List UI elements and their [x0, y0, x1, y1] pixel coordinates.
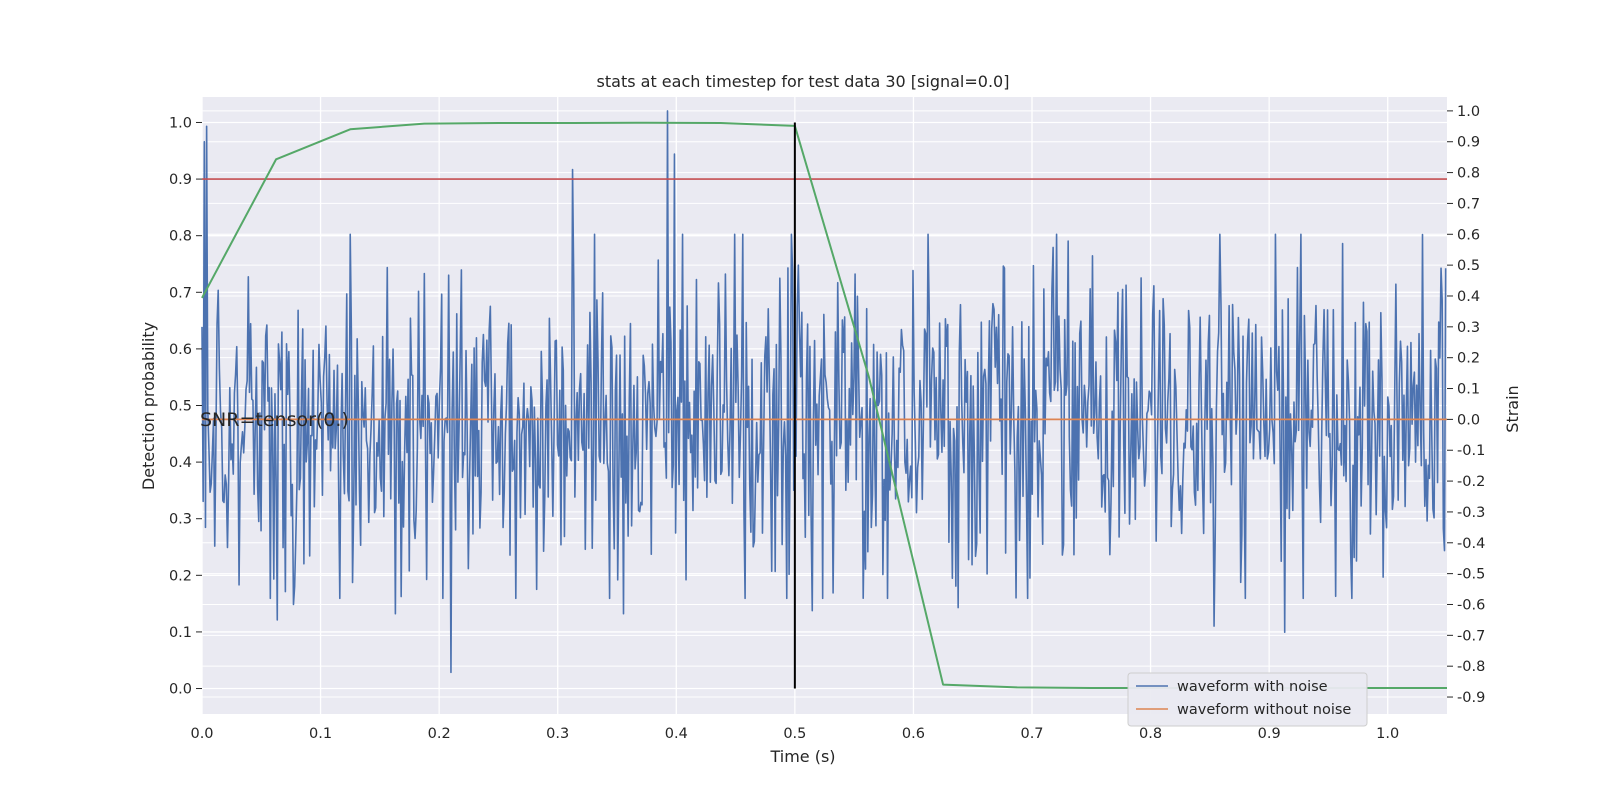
chart-title: stats at each timestep for test data 30 … — [597, 72, 1010, 91]
left-tick-label: 0.7 — [169, 285, 192, 301]
x-tick-label: 0.6 — [902, 726, 925, 742]
right-axis-label: Strain — [1503, 385, 1522, 432]
grid — [201, 97, 1447, 714]
right-tick-label: 0.3 — [1457, 320, 1480, 336]
left-tick-label: 0.5 — [169, 399, 192, 415]
right-tick-label: -0.6 — [1457, 597, 1485, 613]
right-tick-label: -0.9 — [1457, 690, 1485, 706]
left-tick-label: 0.2 — [169, 568, 192, 584]
legend-label-noise: waveform with noise — [1177, 679, 1328, 695]
x-tick-label: 0.7 — [1020, 726, 1043, 742]
right-tick-label: -0.2 — [1457, 474, 1485, 490]
right-axis-ticks: -0.9 -0.8 -0.7 -0.6 -0.5 -0.4 -0.3 -0.2 -0.1 0.0 0… — [1447, 104, 1485, 706]
x-tick-label: 0.1 — [309, 726, 332, 742]
left-tick-label: 0.1 — [169, 625, 192, 641]
x-axis-label: Time (s) — [769, 747, 835, 766]
right-tick-label: 0.5 — [1457, 258, 1480, 274]
right-tick-label: -0.3 — [1457, 505, 1485, 521]
left-tick-label: 1.0 — [169, 115, 192, 131]
right-tick-label: 0.9 — [1457, 135, 1480, 151]
snr-annotation: SNR=tensor(0.) — [200, 409, 349, 431]
left-tick-label: 0.9 — [169, 172, 192, 188]
right-tick-label: -0.8 — [1457, 659, 1485, 675]
left-tick-label: 0.0 — [169, 682, 192, 698]
right-tick-label: 0.6 — [1457, 227, 1480, 243]
left-axis-ticks: 0.0 0.1 0.2 0.3 0.4 0.5 0.6 0.7 0.8 0.9 1.0 — [169, 115, 202, 698]
left-axis-label: Detection probability — [139, 322, 158, 490]
x-tick-label: 0.9 — [1258, 726, 1281, 742]
right-tick-label: -0.4 — [1457, 536, 1485, 552]
left-tick-label: 0.8 — [169, 229, 192, 245]
right-tick-label: 0.8 — [1457, 166, 1480, 182]
legend-label-clean: waveform without noise — [1177, 702, 1351, 718]
left-tick-label: 0.4 — [169, 455, 192, 471]
x-axis-ticks: 0.0 0.1 0.2 0.3 0.4 0.5 0.6 0.7 0.8 0.9 1.0 — [190, 726, 1399, 742]
x-tick-label: 0.3 — [546, 726, 569, 742]
right-tick-label: -0.5 — [1457, 567, 1485, 583]
x-tick-label: 0.2 — [428, 726, 451, 742]
right-tick-label: -0.1 — [1457, 443, 1485, 459]
legend: waveform with noise waveform without noi… — [1127, 672, 1368, 727]
left-tick-label: 0.6 — [169, 342, 192, 358]
right-tick-label: 0.2 — [1457, 351, 1480, 367]
x-tick-label: 0.0 — [190, 726, 213, 742]
right-tick-label: -0.7 — [1457, 628, 1485, 644]
x-tick-label: 0.4 — [665, 726, 688, 742]
left-tick-label: 0.3 — [169, 512, 192, 528]
right-tick-label: 0.1 — [1457, 382, 1480, 398]
series-layer — [201, 110, 1447, 689]
right-tick-label: 0.4 — [1457, 289, 1480, 305]
series-waveform-with-noise — [201, 110, 1447, 674]
right-tick-label: 1.0 — [1457, 104, 1480, 120]
x-tick-label: 1.0 — [1376, 726, 1399, 742]
x-tick-label: 0.8 — [1139, 726, 1162, 742]
x-tick-label: 0.5 — [783, 726, 806, 742]
right-tick-label: 0.0 — [1457, 412, 1480, 428]
right-tick-label: 0.7 — [1457, 196, 1480, 212]
legend-box — [1127, 672, 1368, 727]
